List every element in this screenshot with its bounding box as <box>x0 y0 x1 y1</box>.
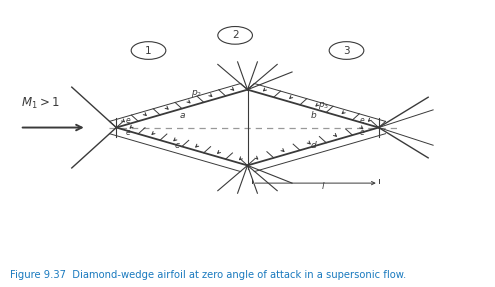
Text: $p_2$: $p_2$ <box>191 88 202 99</box>
Text: Figure 9.37  Diamond-wedge airfoil at zero angle of attack in a supersonic flow.: Figure 9.37 Diamond-wedge airfoil at zer… <box>10 270 406 280</box>
Text: $M_1 > 1$: $M_1 > 1$ <box>21 96 59 111</box>
Text: e: e <box>125 128 130 137</box>
Text: 1: 1 <box>145 46 152 55</box>
Text: d: d <box>310 141 316 150</box>
Text: 2: 2 <box>232 30 239 40</box>
Text: $p_3$: $p_3$ <box>318 100 329 111</box>
Text: l: l <box>322 182 324 191</box>
Text: e: e <box>360 128 365 137</box>
Text: e: e <box>125 116 130 125</box>
Text: a: a <box>179 111 185 120</box>
Text: b: b <box>310 111 316 120</box>
Text: 3: 3 <box>343 46 350 55</box>
Text: c: c <box>174 141 180 150</box>
Text: e: e <box>360 116 365 125</box>
